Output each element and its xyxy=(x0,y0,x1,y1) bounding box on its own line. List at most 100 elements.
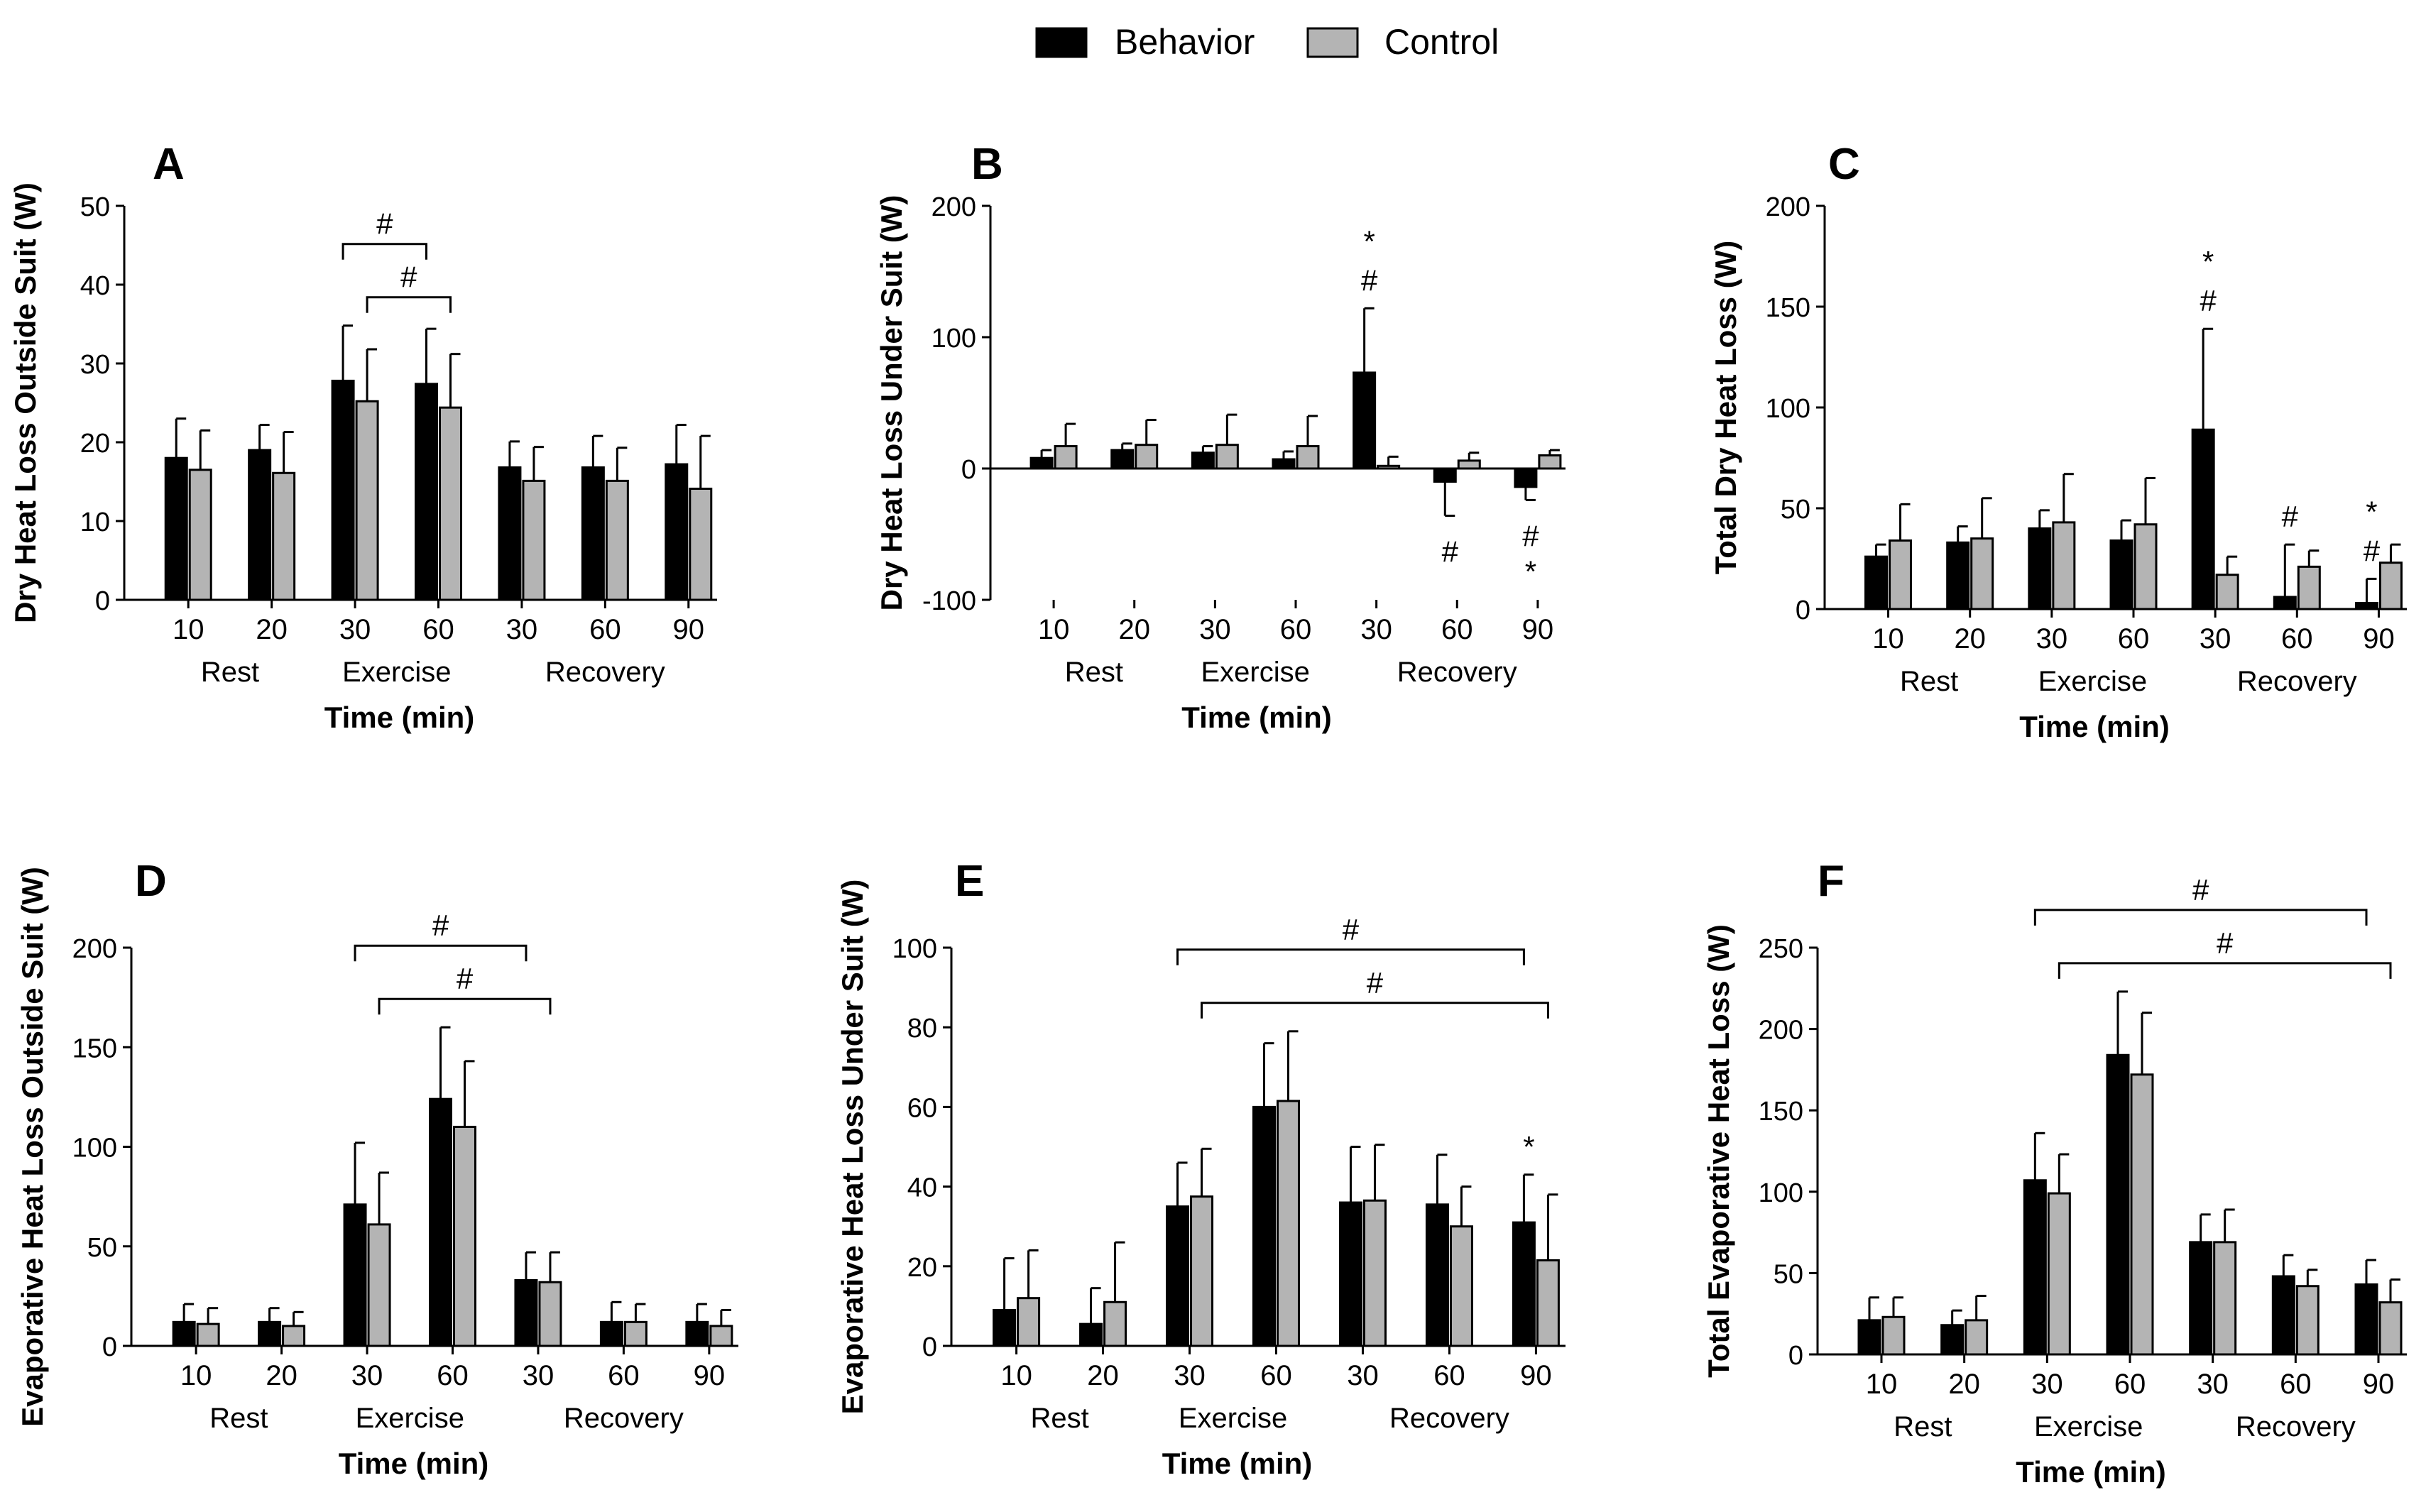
group-label-rest: Rest xyxy=(201,657,259,688)
bar-control-0 xyxy=(1054,445,1078,470)
y-tick-label: 30 xyxy=(80,350,110,380)
bar-control-1 xyxy=(1135,444,1159,470)
x-tick-label: 30 xyxy=(2197,1369,2229,1400)
y-tick-label: 100 xyxy=(931,324,976,354)
x-tick-label: 60 xyxy=(2118,623,2150,654)
significance-mark: * xyxy=(1523,1130,1534,1163)
significance-mark: # xyxy=(2192,873,2209,906)
x-tick-label: 60 xyxy=(589,614,621,645)
bar-behavior-6 xyxy=(1512,1221,1536,1347)
y-tick-label: 100 xyxy=(1766,394,1810,424)
bar-behavior-3 xyxy=(1272,458,1296,470)
x-tick-label: 60 xyxy=(2114,1369,2146,1400)
significance-bracket xyxy=(366,296,452,313)
x-tick-label: 60 xyxy=(2280,1369,2312,1400)
bar-behavior-1 xyxy=(1940,1324,1965,1356)
x-tick-label: 30 xyxy=(1347,1360,1379,1391)
bar-behavior-4 xyxy=(1338,1201,1362,1347)
bar-control-2 xyxy=(367,1223,391,1347)
significance-mark: # xyxy=(2217,926,2234,960)
x-tick-label: 60 xyxy=(422,614,454,645)
panel-E: E 0 20 40 60 80 100 10 20 30 60 30 60 90 Rest Exercise R… xyxy=(836,857,1566,1480)
x-tick-label: 20 xyxy=(266,1360,297,1391)
bar-behavior-5 xyxy=(599,1320,623,1347)
significance-mark: # xyxy=(2282,500,2299,533)
y-tick-label: 100 xyxy=(72,1134,117,1163)
panel-F: F 0 50 100 150 200 250 10 20 30 60 30 60 90 Rest Exerci… xyxy=(1702,857,2407,1489)
y-tick-label: -100 xyxy=(922,586,976,616)
significance-mark: # xyxy=(1343,913,1360,946)
panel-D: D 0 50 100 150 200 10 20 30 60 30 60 90 Rest Exercise R… xyxy=(16,857,738,1480)
bar-control-0 xyxy=(1017,1297,1041,1347)
bar-behavior-0 xyxy=(1864,555,1889,610)
y-tick-label: 0 xyxy=(1788,1341,1803,1371)
significance-mark: # xyxy=(1522,519,1539,552)
bar-control-2 xyxy=(1190,1195,1214,1347)
bar-control-6 xyxy=(709,1325,733,1347)
bar-control-3 xyxy=(1296,445,1320,470)
bar-behavior-4 xyxy=(514,1278,538,1347)
bar-behavior-1 xyxy=(248,449,272,601)
y-tick-label: 50 xyxy=(1781,495,1810,525)
group-label-rest: Rest xyxy=(1030,1403,1088,1434)
y-tick-label: 50 xyxy=(87,1233,117,1263)
bar-control-4 xyxy=(1377,464,1401,470)
y-tick-label: 150 xyxy=(1759,1097,1803,1127)
bar-control-0 xyxy=(188,469,212,601)
y-tick-label: 40 xyxy=(80,271,110,301)
bar-behavior-6 xyxy=(2354,601,2378,610)
x-tick-label: 20 xyxy=(1948,1369,1980,1400)
bar-control-3 xyxy=(453,1125,476,1347)
x-axis-label: Time (min) xyxy=(2016,1455,2166,1489)
bar-control-5 xyxy=(623,1320,648,1347)
y-tick-label: 20 xyxy=(907,1253,937,1283)
bar-control-2 xyxy=(355,400,379,601)
legend-swatch-control xyxy=(1306,27,1359,58)
significance-mark: # xyxy=(432,909,449,942)
group-label-recovery: Recovery xyxy=(1397,657,1517,688)
y-tick-label: 0 xyxy=(1796,596,1810,625)
panel-A: A 0 10 20 30 40 50 10 20 30 60 30 60 90 Rest Exercise Re… xyxy=(9,140,717,734)
significance-mark: # xyxy=(1367,966,1384,999)
x-tick-label: 90 xyxy=(1522,614,1554,645)
panel-C: C 0 50 100 150 200 10 20 30 60 30 60 90 Rest Exercise R… xyxy=(1709,140,2407,743)
x-tick-label: 60 xyxy=(437,1360,469,1391)
x-tick-label: 30 xyxy=(1360,614,1392,645)
group-label-rest: Rest xyxy=(1894,1411,1952,1442)
y-tick-label: 100 xyxy=(1759,1178,1803,1208)
bar-control-1 xyxy=(1965,1319,1989,1356)
bar-control-4 xyxy=(1362,1199,1387,1347)
x-tick-label: 10 xyxy=(180,1360,212,1391)
bar-behavior-0 xyxy=(1857,1319,1881,1356)
bar-behavior-3 xyxy=(2109,539,2133,610)
significance-mark: # xyxy=(457,962,474,995)
bar-behavior-3 xyxy=(429,1097,452,1347)
y-tick-label: 20 xyxy=(80,429,110,459)
significance-bracket xyxy=(1176,948,1525,965)
x-tick-label: 30 xyxy=(506,614,538,645)
y-axis-label: Dry Heat Loss Under Suit (W) xyxy=(875,195,908,611)
significance-bracket xyxy=(378,997,552,1015)
bar-control-3 xyxy=(2133,523,2158,610)
bar-control-6 xyxy=(2378,561,2403,610)
bar-behavior-2 xyxy=(1191,451,1215,470)
x-tick-label: 10 xyxy=(1038,614,1070,645)
group-label-recovery: Recovery xyxy=(545,657,665,688)
panel-B: B -100 0 100 200 10 20 30 60 30 60 90 Rest Exercise Re… xyxy=(875,140,1566,734)
group-label-recovery: Recovery xyxy=(564,1403,684,1434)
x-tick-label: 90 xyxy=(2363,623,2395,654)
legend-swatch-behavior xyxy=(1035,27,1088,58)
bar-control-1 xyxy=(272,471,296,601)
x-tick-label: 30 xyxy=(1174,1360,1206,1391)
panel-label-F: F xyxy=(1818,857,1845,906)
x-tick-label: 30 xyxy=(351,1360,383,1391)
bar-control-6 xyxy=(2378,1301,2403,1356)
bar-behavior-5 xyxy=(2271,1275,2295,1356)
significance-mark: * xyxy=(1525,554,1536,588)
y-tick-label: 200 xyxy=(1759,1016,1803,1046)
x-axis-label: Time (min) xyxy=(1181,701,1332,734)
x-tick-label: 20 xyxy=(256,614,288,645)
y-tick-label: 50 xyxy=(1774,1259,1803,1289)
bar-control-5 xyxy=(2297,565,2321,610)
bar-behavior-6 xyxy=(665,463,689,601)
